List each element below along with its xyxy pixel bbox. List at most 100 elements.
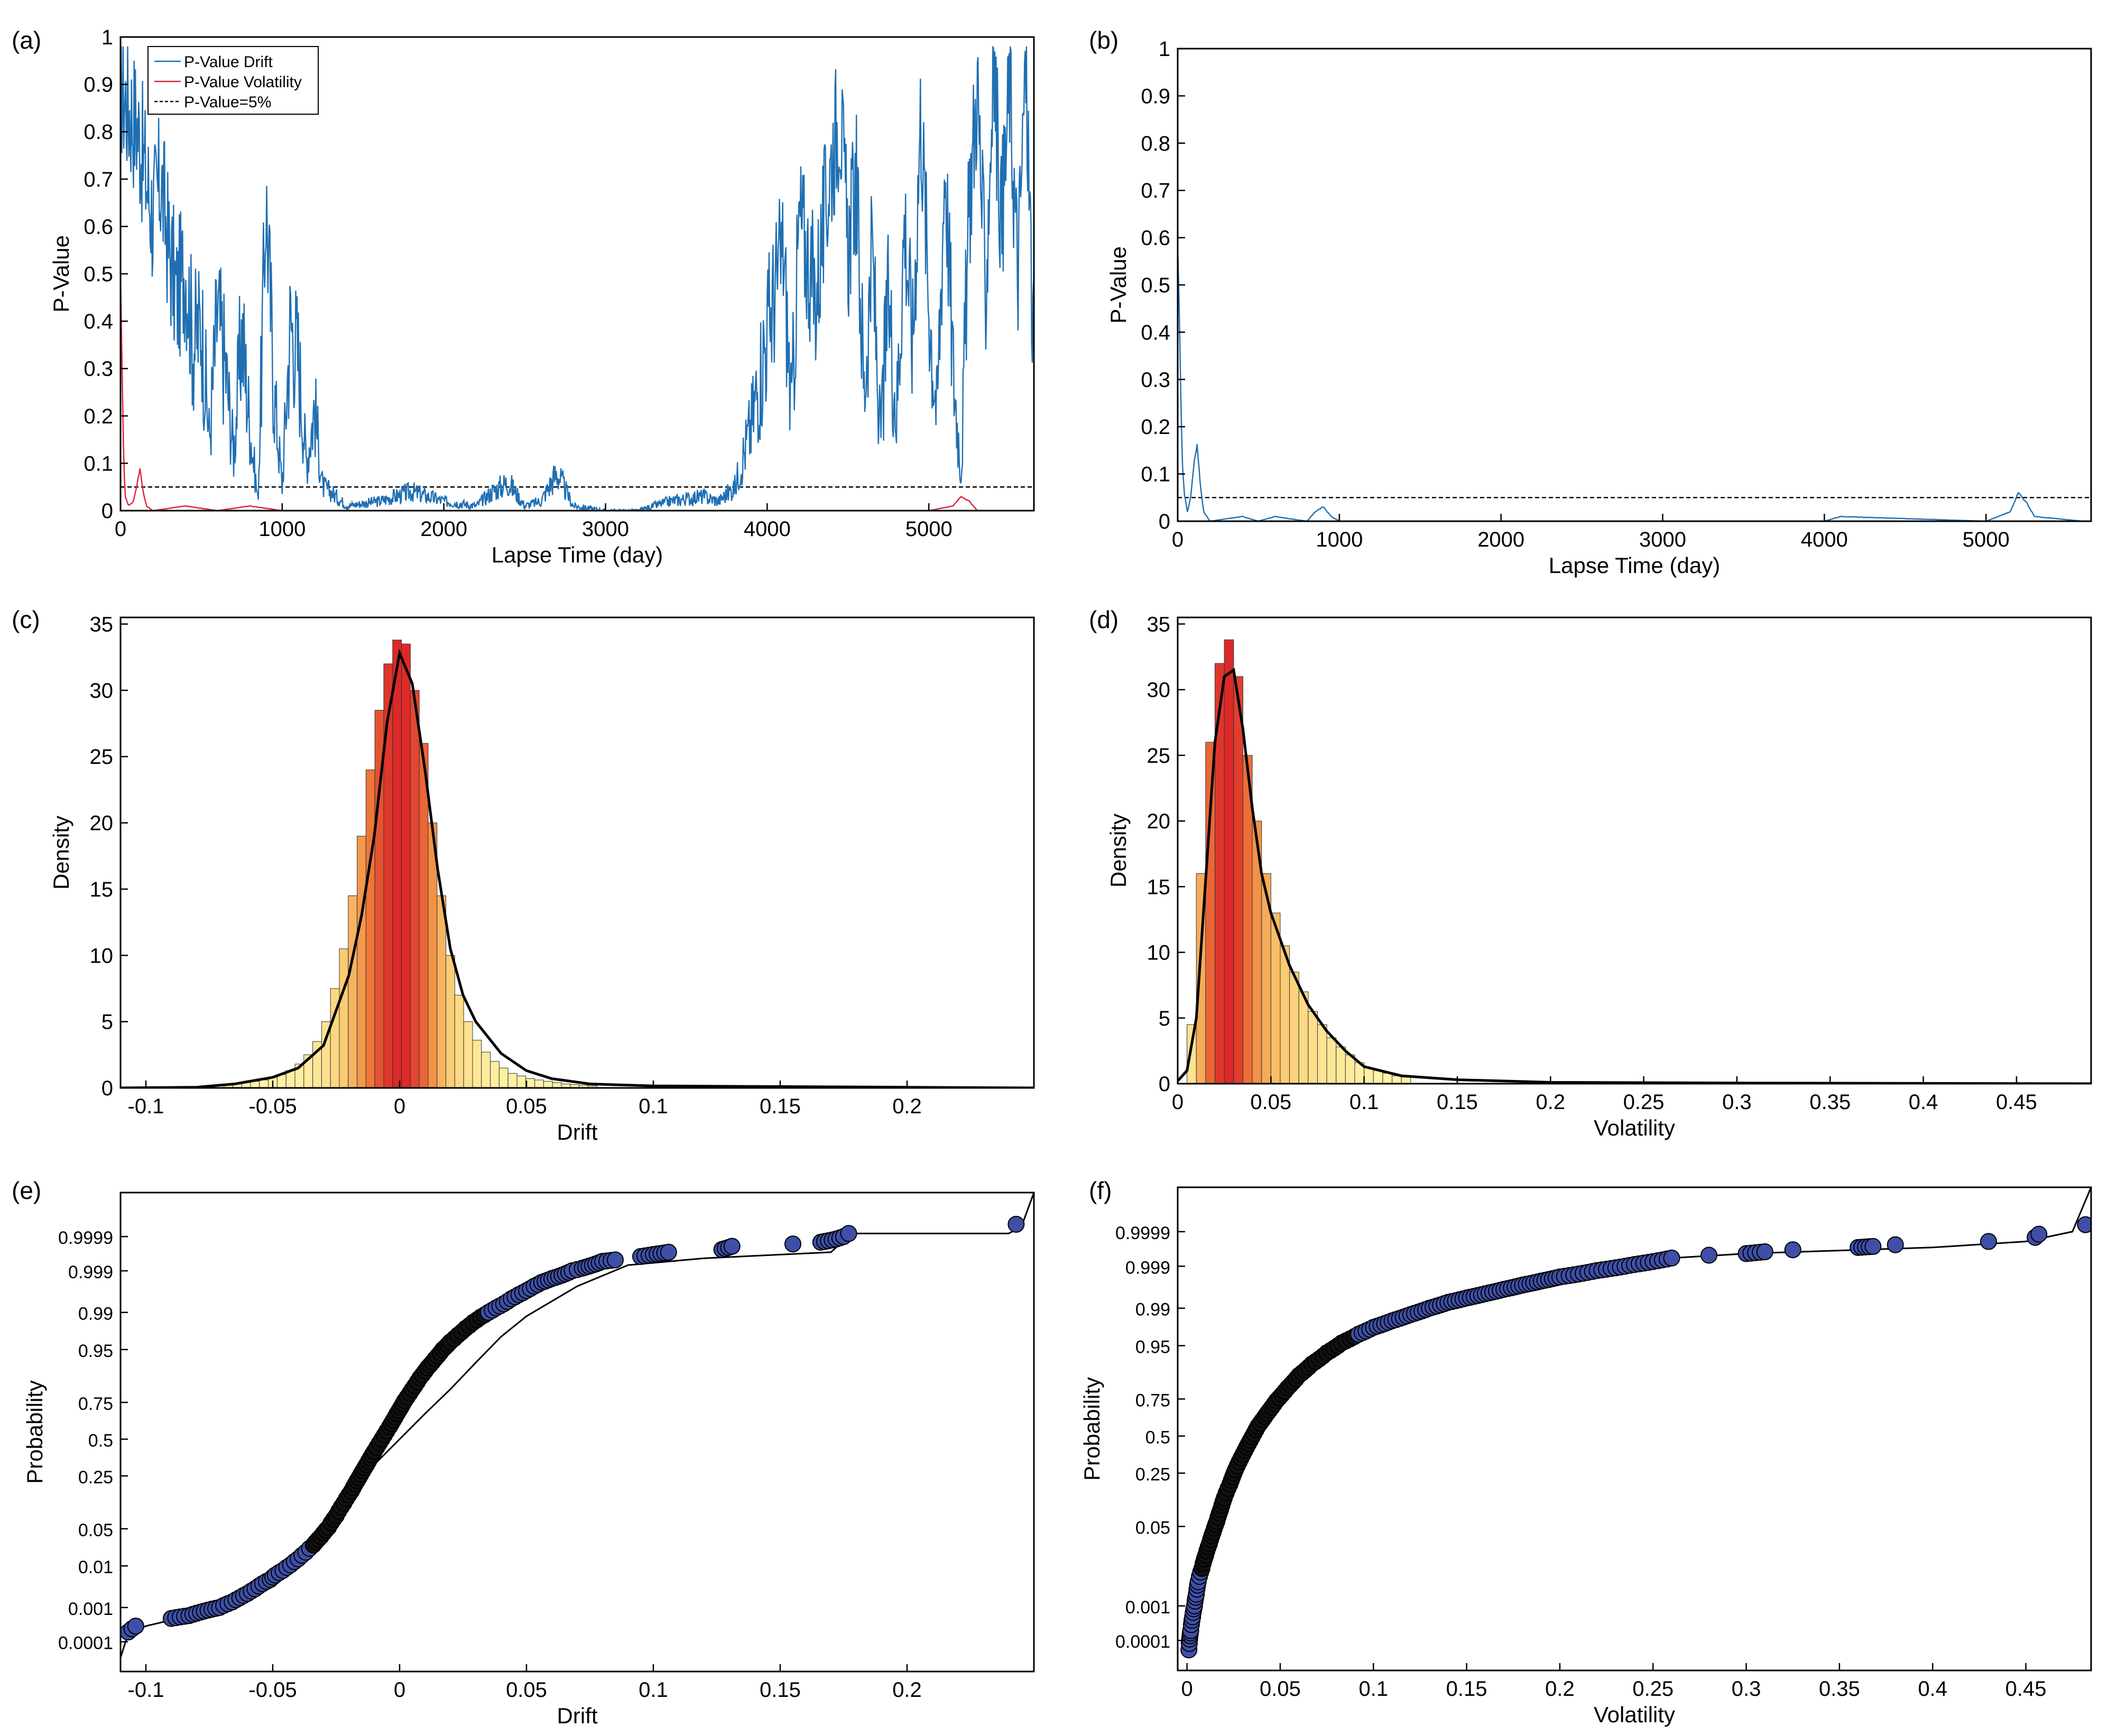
panel-a: 0 1000 2000 3000 4000 5000 0 0.1 0.2 0.3 0.4 0.5 0.6…	[12, 26, 1035, 567]
panel-label: (e)	[12, 1177, 41, 1204]
x-axis-label: Drift	[557, 1703, 598, 1728]
data-point	[1887, 1236, 1904, 1253]
series-line-drift	[1178, 247, 2083, 521]
x-tick-label: 0.4	[1909, 1091, 1938, 1114]
legend-entry: P-Value=5%	[184, 94, 271, 111]
histogram-bar	[498, 1067, 508, 1088]
data-point	[2077, 1216, 2091, 1233]
x-tick-label: 3000	[1639, 528, 1686, 551]
panel-f: 0 0.05 0.1 0.15 0.2 0.25 0.3 0.35 0.4 0.45 0.0001 0…	[1079, 1177, 2092, 1727]
y-tick-label: 0.7	[1141, 179, 1170, 202]
y-tick-label: 0.05	[1135, 1518, 1170, 1538]
y-tick-label: 0.9999	[1115, 1223, 1170, 1243]
histogram-bar	[1382, 1073, 1393, 1084]
histogram-bar	[1326, 1037, 1337, 1084]
histogram-bar	[552, 1082, 562, 1088]
histogram-bar	[516, 1075, 526, 1088]
y-tick-label: 25	[90, 745, 114, 769]
x-tick-label: 0.25	[1632, 1677, 1674, 1701]
x-tick-label: 0.1	[1349, 1091, 1379, 1114]
data-point	[1756, 1243, 1773, 1261]
x-tick-label: -0.1	[128, 1678, 164, 1702]
x-tick-label: 0.35	[1809, 1091, 1851, 1114]
x-tick-label: 0.05	[506, 1095, 547, 1118]
x-tick-label: 0	[394, 1095, 405, 1118]
y-tick-label: 0.95	[78, 1341, 113, 1361]
plot-area-f	[1180, 1187, 2091, 1659]
y-tick-label: 0.999	[1125, 1258, 1170, 1278]
x-tick-label: 5000	[1963, 528, 2010, 551]
histogram-bar	[1224, 639, 1234, 1084]
y-tick-label: 35	[1147, 613, 1171, 636]
histogram-bar	[392, 640, 402, 1088]
histogram-bar	[276, 1074, 286, 1088]
histogram-bar	[543, 1081, 553, 1088]
y-tick-label: 5	[1159, 1007, 1170, 1030]
y-tick-label: 1	[1159, 38, 1170, 61]
histogram-bar	[1317, 1024, 1327, 1084]
histogram-bar	[259, 1079, 269, 1088]
legend-entry: P-Value Drift	[184, 53, 273, 71]
histogram-bar	[365, 769, 375, 1088]
y-tick-label: 0.75	[1135, 1390, 1170, 1410]
x-tick-label: 0.35	[1819, 1677, 1860, 1701]
y-axis-label: P-Value	[49, 235, 73, 312]
density-curve	[1178, 668, 2091, 1084]
y-tick-label: 0.1	[84, 452, 113, 475]
histogram-bar	[481, 1051, 491, 1088]
x-tick-label: 0.1	[639, 1678, 668, 1702]
histogram-bar	[437, 895, 447, 1088]
x-tick-label: 0	[1172, 1091, 1184, 1114]
y-tick-label: 0.5	[1145, 1428, 1170, 1448]
panel-label: (c)	[12, 606, 40, 633]
histogram-bar	[1364, 1067, 1374, 1084]
y-tick-label: 0.75	[78, 1394, 113, 1414]
x-tick-label: 0.05	[506, 1678, 547, 1702]
histogram-bar	[419, 743, 429, 1088]
y-tick-label: 0.01	[78, 1557, 113, 1577]
y-tick-label: 0.001	[68, 1599, 113, 1619]
plot-area-c	[121, 640, 1034, 1088]
y-tick-label: 0.6	[84, 215, 113, 238]
y-axis-label: P-Value	[1106, 246, 1131, 324]
y-tick-label: 10	[90, 944, 114, 967]
x-tick-label: 0	[115, 518, 126, 541]
histogram-bar	[1280, 945, 1290, 1084]
y-tick-label: 0.1	[1141, 463, 1170, 486]
x-tick-label: 0.1	[1358, 1677, 1388, 1701]
y-tick-label: 0.2	[84, 405, 113, 428]
y-tick-label: 0	[101, 1077, 113, 1100]
x-axis-label: Lapse Time (day)	[1549, 553, 1720, 578]
panel-label: (b)	[1089, 26, 1118, 54]
y-tick-label: 0.4	[84, 310, 113, 334]
panel-b: 0 1000 2000 3000 4000 5000 0 0.1 0.2 0.3 0.4 0.5 0.6…	[1089, 26, 2092, 578]
density-curve	[121, 648, 1034, 1088]
x-tick-label: 0.3	[1732, 1677, 1761, 1701]
y-tick-label: 0.0001	[1115, 1632, 1170, 1652]
y-axis-label: Density	[1106, 814, 1131, 888]
series-line-drift	[121, 45, 1034, 511]
plot-area-b	[1178, 247, 2091, 521]
histogram-bar	[1308, 1011, 1318, 1084]
panel-e: -0.1 -0.05 0 0.05 0.1 0.15 0.2 0.0001 0.001 0.01 0…	[12, 1177, 1035, 1728]
x-tick-label: 0	[1172, 528, 1184, 551]
plot-area-a	[121, 45, 1034, 511]
x-tick-label: 0.05	[1250, 1091, 1291, 1114]
y-tick-label: 25	[1147, 744, 1171, 768]
y-tick-label: 20	[90, 812, 114, 835]
y-tick-label: 0.3	[1141, 368, 1170, 392]
x-tick-label: 0.25	[1623, 1091, 1665, 1114]
x-axis-label: Lapse Time (day)	[492, 542, 663, 567]
histogram-bar	[534, 1079, 544, 1088]
y-tick-label: 0	[1159, 1073, 1170, 1096]
x-tick-label: 0.3	[1722, 1091, 1752, 1114]
histogram-bar	[587, 1085, 597, 1088]
x-tick-label: 0.2	[892, 1095, 922, 1118]
y-tick-label: 0.25	[1135, 1465, 1170, 1485]
histogram-bar	[1392, 1075, 1402, 1084]
x-tick-label: 0.45	[1996, 1091, 2037, 1114]
y-tick-label: 0.5	[84, 263, 113, 286]
y-tick-label: 0.95	[1135, 1337, 1170, 1358]
y-tick-label: 30	[90, 679, 114, 703]
